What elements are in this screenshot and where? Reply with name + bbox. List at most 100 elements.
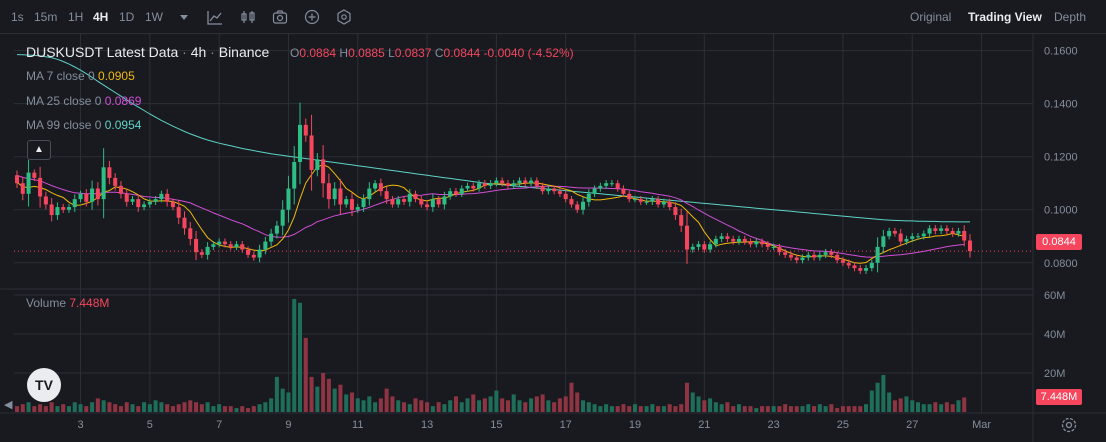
volume-bar bbox=[598, 406, 603, 412]
candle-body bbox=[61, 207, 66, 210]
volume-bar bbox=[950, 404, 955, 412]
timeframe-15m[interactable]: 15m bbox=[34, 10, 58, 24]
candle-body bbox=[684, 225, 690, 250]
volume-bar bbox=[638, 406, 643, 412]
volume-bar bbox=[494, 390, 499, 412]
candle-body bbox=[915, 236, 921, 238]
volume-bar bbox=[246, 408, 251, 412]
volume-bar bbox=[898, 398, 903, 412]
volume-bar bbox=[887, 392, 892, 412]
timeframe-1h[interactable]: 1H bbox=[68, 10, 84, 24]
candle-body bbox=[713, 238, 718, 245]
chevron-down-icon[interactable] bbox=[176, 9, 192, 25]
volume-bar bbox=[465, 398, 470, 412]
volume-bar bbox=[777, 406, 782, 412]
candle-body bbox=[43, 196, 48, 205]
view-original[interactable]: Original bbox=[910, 10, 952, 24]
candle-body bbox=[592, 188, 597, 194]
volume-bar bbox=[875, 382, 880, 412]
volume-bar bbox=[217, 404, 222, 412]
price-tick-label: 0.1400 bbox=[1044, 99, 1078, 111]
candle-body bbox=[66, 207, 72, 210]
volume-bar bbox=[269, 398, 274, 412]
candle-body bbox=[788, 254, 793, 258]
open-value: 0.0884 bbox=[299, 46, 337, 60]
candle-body bbox=[656, 199, 661, 205]
candle-body bbox=[124, 193, 129, 202]
indicator-icon[interactable] bbox=[207, 9, 223, 25]
time-tick-label: 19 bbox=[629, 419, 641, 431]
volume-bar bbox=[153, 400, 158, 412]
candle-body bbox=[286, 188, 291, 210]
candle-body bbox=[892, 230, 897, 234]
timeframe-1d[interactable]: 1D bbox=[119, 10, 135, 24]
candle-body bbox=[852, 265, 857, 269]
candle-body bbox=[586, 193, 591, 202]
candle-body bbox=[246, 249, 251, 255]
candlestick-chart[interactable]: 0.1600 0.1400 0.1200 0.1000 0.0800 60M 40M 20M 3… bbox=[0, 34, 1106, 442]
volume-bar bbox=[297, 302, 303, 412]
candle-body bbox=[269, 233, 274, 242]
candle-body bbox=[754, 241, 759, 245]
axes: 0.1600 0.1400 0.1200 0.1000 0.0800 60M 40M 20M 3… bbox=[77, 46, 1077, 431]
candle-body bbox=[627, 193, 632, 200]
candle-body bbox=[107, 167, 112, 178]
candle-body bbox=[378, 183, 383, 192]
timeframe-1s[interactable]: 1s bbox=[11, 10, 24, 24]
volume-bar bbox=[90, 402, 95, 412]
view-trading-view[interactable]: Trading View bbox=[968, 10, 1042, 24]
volume-bar bbox=[840, 406, 845, 412]
candle-body bbox=[742, 238, 747, 242]
volume-bar bbox=[569, 382, 574, 412]
volume-bar bbox=[725, 402, 730, 412]
volume-bar bbox=[124, 402, 129, 412]
candle-body bbox=[147, 201, 152, 205]
candle-body bbox=[199, 252, 204, 255]
volume-bar bbox=[321, 373, 326, 412]
time-tick-label: Mar bbox=[972, 419, 991, 431]
view-depth[interactable]: Depth bbox=[1054, 10, 1087, 24]
candle-body bbox=[696, 244, 701, 247]
volume-bar bbox=[453, 396, 458, 412]
timeframe-1w[interactable]: 1W bbox=[145, 10, 163, 24]
collapse-legend-button[interactable]: ▲ bbox=[27, 140, 51, 160]
candle-body bbox=[529, 180, 534, 184]
volume-bar bbox=[534, 396, 539, 412]
ma7-value: 0.0905 bbox=[98, 69, 135, 83]
gear-icon[interactable] bbox=[1060, 416, 1078, 434]
candle-body bbox=[194, 238, 199, 253]
candle-body bbox=[32, 172, 37, 178]
ohlc-readout: O0.0884 H0.0885 L0.0837 C0.0844 -0.0040 … bbox=[290, 46, 574, 60]
camera-icon[interactable] bbox=[272, 9, 288, 25]
volume-bar bbox=[176, 404, 181, 412]
volume-bar bbox=[604, 404, 609, 412]
add-icon[interactable] bbox=[304, 9, 320, 25]
volume-bar bbox=[338, 384, 343, 412]
volume-bar bbox=[921, 404, 926, 412]
time-tick-label: 13 bbox=[421, 419, 433, 431]
volume-bar bbox=[927, 404, 932, 412]
candle-type-icon[interactable] bbox=[240, 9, 256, 25]
volume-bar bbox=[846, 406, 851, 412]
settings-icon[interactable] bbox=[336, 9, 352, 25]
volume-bar bbox=[783, 404, 788, 412]
volume-bar bbox=[136, 406, 141, 412]
scroll-left-icon[interactable]: ◀ bbox=[4, 399, 13, 411]
candle-body bbox=[933, 228, 938, 231]
time-tick-label: 9 bbox=[285, 419, 291, 431]
ma25-label: MA 25 close 0 bbox=[26, 94, 102, 108]
volume-bar bbox=[459, 402, 464, 412]
ma7-label: MA 7 close 0 bbox=[26, 69, 95, 83]
volume-bar bbox=[586, 402, 591, 412]
candle-body bbox=[274, 225, 279, 234]
timeframe-4h[interactable]: 4H bbox=[93, 10, 109, 24]
candle-body bbox=[806, 254, 811, 258]
time-tick-label: 25 bbox=[837, 419, 849, 431]
volume-bar bbox=[355, 398, 360, 412]
volume-bar bbox=[107, 402, 112, 412]
candle-body bbox=[962, 230, 967, 241]
candle-body bbox=[251, 254, 256, 258]
volume-bar bbox=[384, 388, 389, 412]
candle-body bbox=[690, 246, 695, 250]
volume-bar bbox=[147, 404, 152, 412]
